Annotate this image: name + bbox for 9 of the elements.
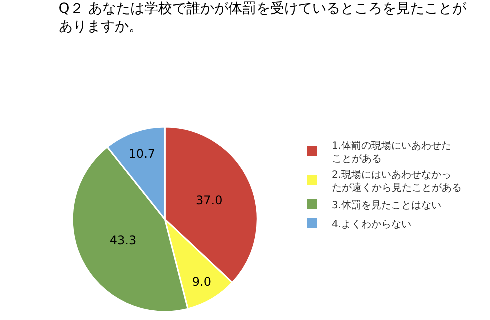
data-label: 37.0 bbox=[196, 193, 223, 208]
data-label: 9.0 bbox=[192, 274, 212, 289]
legend-label: 3.体罰を見たことはない bbox=[332, 199, 442, 212]
chart-title: Q２ あなたは学校で誰かが体罰を受けているところを見たことがありますか。 bbox=[58, 0, 468, 35]
legend-label: 2.現場にはいあわせなかったが遠くから見たことがある bbox=[332, 168, 462, 194]
legend-label: 4.よくわからない bbox=[332, 219, 412, 230]
data-label: 10.7 bbox=[128, 146, 156, 161]
legend-label: 1.体罰の現場にいあわせたことがある bbox=[332, 140, 452, 165]
data-label: 43.3 bbox=[110, 233, 137, 248]
